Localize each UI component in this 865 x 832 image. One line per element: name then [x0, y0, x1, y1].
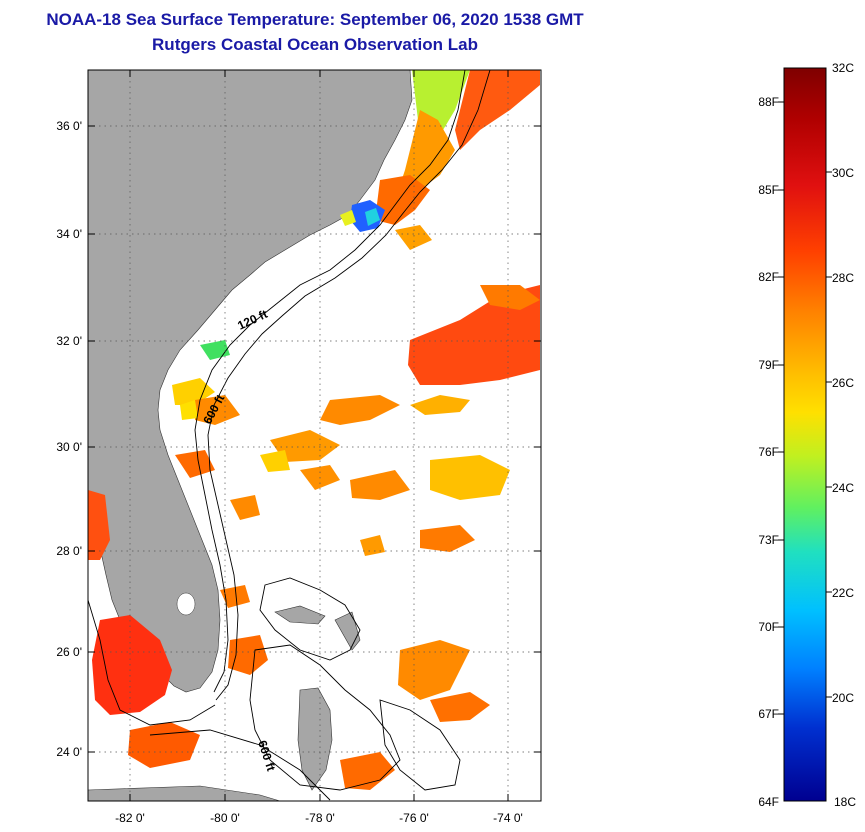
colorbar-c-20: 20C: [832, 691, 854, 705]
colorbar-c-30: 30C: [832, 166, 854, 180]
island-andros: [297, 687, 333, 791]
colorbar-c-22: 22C: [832, 586, 854, 600]
colorbar-f-73: 73F: [758, 533, 779, 547]
lon-label-74: -74 0': [493, 811, 523, 825]
lat-label-24: 24 0': [56, 745, 82, 759]
colorbar-f-88: 88F: [758, 95, 779, 109]
map-title-line2: Rutgers Coastal Ocean Observation Lab: [152, 35, 478, 54]
island-abaco: [334, 611, 361, 651]
lon-label-76: -76 0': [399, 811, 429, 825]
lon-label-78: -78 0': [305, 811, 335, 825]
island-cuba: [88, 785, 281, 801]
lat-label-34: 34 0': [56, 227, 82, 241]
axis-ticks: [88, 70, 541, 801]
island-grand-bahama: [274, 605, 326, 625]
lon-label-82: -82 0': [115, 811, 145, 825]
sst-data-patches: [88, 70, 540, 790]
colorbar: [783, 67, 827, 802]
lake-okeechobee: [176, 592, 196, 616]
map-frame: [87, 69, 542, 802]
map-title-line1: NOAA-18 Sea Surface Temperature: Septemb…: [46, 10, 584, 29]
bathymetry-contours: [88, 70, 491, 801]
lat-label-28: 28 0': [56, 544, 82, 558]
colorbar-f-79: 79F: [758, 358, 779, 372]
colorbar-c-28: 28C: [832, 271, 854, 285]
lat-label-32: 32 0': [56, 334, 82, 348]
colorbar-f-82: 82F: [758, 270, 779, 284]
lat-label-30: 30 0': [56, 440, 82, 454]
colorbar-f-85: 85F: [758, 183, 779, 197]
lat-label-36: 36 0': [56, 119, 82, 133]
colorbar-f-64: 64F: [758, 795, 779, 809]
lat-label-26: 26 0': [56, 645, 82, 659]
colorbar-f-70: 70F: [758, 620, 779, 634]
graticule: [88, 70, 541, 801]
lon-label-80: -80 0': [210, 811, 240, 825]
colorbar-c-32: 32C: [832, 61, 854, 75]
colorbar-c-26: 26C: [832, 376, 854, 390]
colorbar-f-67: 67F: [758, 707, 779, 721]
colorbar-c-24: 24C: [832, 481, 854, 495]
colorbar-c-18: 18C: [834, 795, 856, 809]
colorbar-f-76: 76F: [758, 445, 779, 459]
colorbar-ticks: [778, 101, 832, 715]
